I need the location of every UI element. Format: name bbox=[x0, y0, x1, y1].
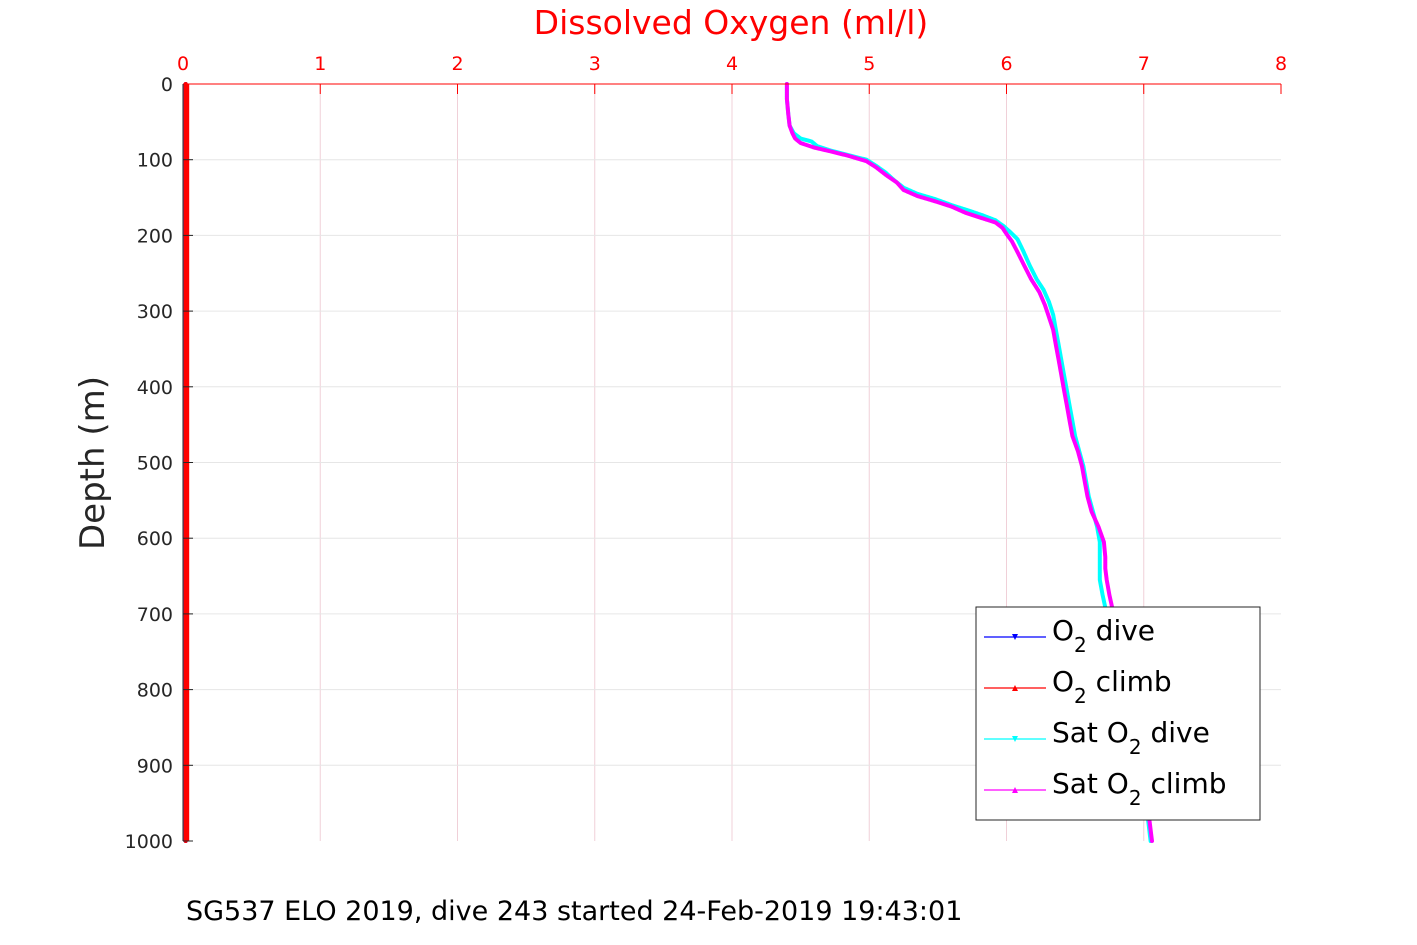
legend-entry-label: Sat O2 dive bbox=[1052, 716, 1210, 759]
y-tick-label: 700 bbox=[137, 604, 173, 626]
legend-swatch-marker bbox=[1012, 736, 1018, 742]
x-tick-label: 7 bbox=[1138, 53, 1150, 75]
x-tick-label: 0 bbox=[177, 53, 189, 75]
y-tick-label: 100 bbox=[137, 150, 173, 172]
x-tick-label: 6 bbox=[1000, 53, 1012, 75]
legend-swatch-marker bbox=[1012, 634, 1018, 640]
y-tick-label: 400 bbox=[137, 377, 173, 399]
dive-caption: SG537 ELO 2019, dive 243 started 24-Feb-… bbox=[186, 896, 963, 927]
y-tick-label: 600 bbox=[137, 528, 173, 550]
x-tick-label: 5 bbox=[863, 53, 875, 75]
legend: O2 dive O2 climb Sat O2 dive Sat O2 climb bbox=[975, 606, 1261, 821]
x-tick-label: 3 bbox=[589, 53, 601, 75]
legend-swatch-marker bbox=[1012, 787, 1018, 793]
x-tick-label: 4 bbox=[726, 53, 738, 75]
y-tick-label: 900 bbox=[137, 755, 173, 777]
y-tick-label: 300 bbox=[137, 301, 173, 323]
x-tick-label: 2 bbox=[451, 53, 463, 75]
y-tick-label: 500 bbox=[137, 453, 173, 475]
y-axis-label: Depth (m) bbox=[73, 376, 113, 550]
chart-title: Dissolved Oxygen (ml/l) bbox=[534, 3, 929, 42]
legend-entry-label: O2 dive bbox=[1052, 614, 1155, 657]
axes: 0 1 2 3 4 5 6 7 8 0 100 200 300 400 500 600 700 800 900 100… bbox=[125, 53, 1287, 853]
y-tick-label: 200 bbox=[137, 225, 173, 247]
series-line-sat-o2-climb bbox=[784, 82, 1154, 843]
legend-entry-label: O2 climb bbox=[1052, 665, 1172, 708]
x-tick-label: 8 bbox=[1275, 53, 1287, 75]
y-tick-label: 1000 bbox=[125, 831, 173, 853]
legend-box bbox=[975, 606, 1261, 821]
grid-lines bbox=[183, 84, 1281, 841]
y-tick-label: 0 bbox=[161, 74, 173, 96]
y-tick-label: 800 bbox=[137, 680, 173, 702]
x-tick-label: 1 bbox=[314, 53, 326, 75]
legend-swatch-marker bbox=[1012, 685, 1018, 691]
legend-entry-label: Sat O2 climb bbox=[1052, 767, 1227, 810]
